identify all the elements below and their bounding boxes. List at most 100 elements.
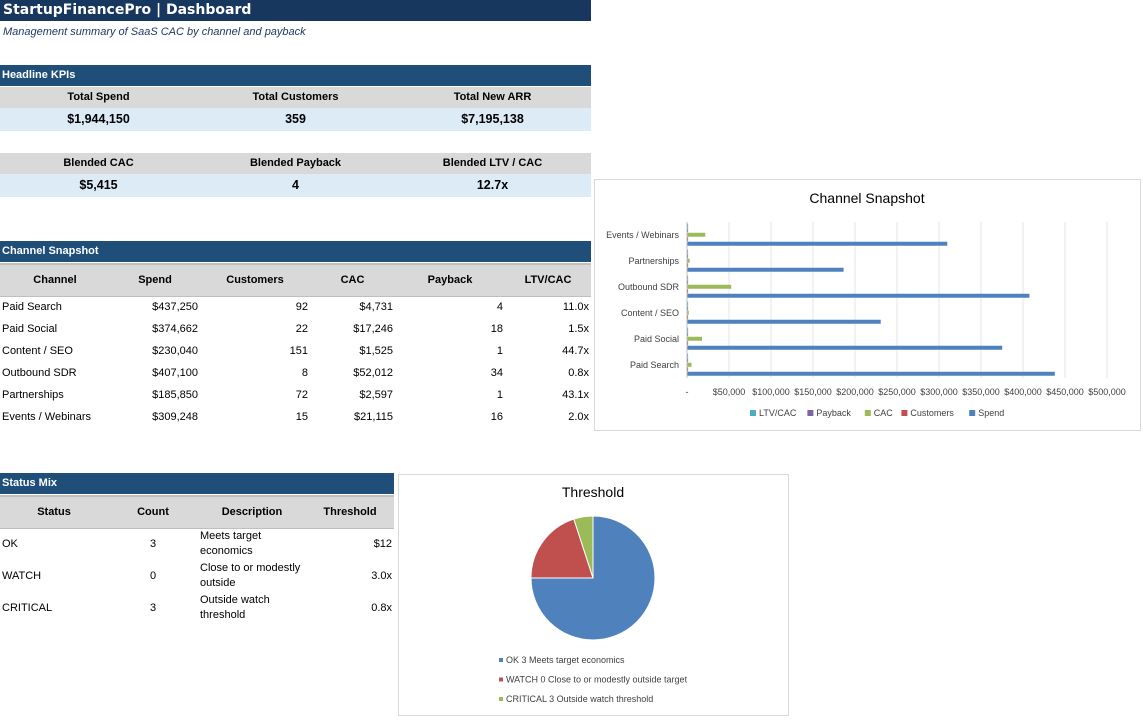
- col-header-status: Status: [0, 495, 108, 529]
- bar-spend: [687, 241, 948, 246]
- legend-label: OK 3 Meets target economics: [506, 655, 625, 665]
- table-row: WATCH 0 Close to or modestly outside 3.0…: [0, 560, 394, 592]
- bar-customers: [687, 341, 689, 346]
- status-table-header: Status Count Description Threshold: [0, 495, 394, 529]
- legend-swatch: [807, 410, 814, 416]
- cell-payback: 16: [490, 411, 503, 423]
- category-label: Paid Search: [630, 360, 679, 370]
- kpi-value-row: $1,944,150 359 $7,195,138: [0, 108, 591, 131]
- col-header-customers: Customers: [200, 263, 310, 297]
- x-tick-label: $400,000: [1004, 387, 1042, 397]
- kpi-label-blended-cac: Blended CAC: [63, 157, 134, 169]
- cell-cac: $52,012: [353, 367, 393, 379]
- table-row: Paid Social $374,662 22 $17,246 18 1.5x: [0, 318, 591, 340]
- cell-count: 3: [149, 602, 157, 614]
- category-label: Outbound SDR: [618, 282, 680, 292]
- kpi-label-total-new-arr: Total New ARR: [453, 91, 532, 103]
- channel-table-header: Channel Spend Customers CAC Payback LTV/…: [0, 263, 591, 297]
- legend-swatch: [864, 410, 871, 416]
- col-header-cac: CAC: [310, 263, 395, 297]
- x-tick-label: $100,000: [752, 387, 790, 397]
- bar-ltv-cac: [687, 249, 689, 254]
- channel-table: Channel Spend Customers CAC Payback LTV/…: [0, 263, 591, 428]
- col-header-ltv-cac: LTV/CAC: [505, 263, 591, 297]
- bar-ltv-cac: [687, 353, 689, 358]
- table-row: Paid Search $437,250 92 $4,731 4 11.0x: [0, 296, 591, 318]
- bar-spend: [687, 293, 1030, 298]
- bar-payback: [687, 332, 689, 337]
- bar-payback: [687, 280, 689, 285]
- cell-customers: 151: [289, 345, 308, 357]
- cell-description: Meets target economics: [200, 530, 262, 558]
- bar-cac: [687, 258, 690, 263]
- bar-cac: [687, 284, 732, 289]
- legend-label: CAC: [874, 408, 894, 418]
- x-tick-label: $200,000: [836, 387, 874, 397]
- bar-payback: [687, 306, 689, 311]
- bar-ltv-cac: [687, 327, 689, 332]
- x-tick-label: $50,000: [713, 387, 746, 397]
- cell-cac: $17,246: [353, 323, 393, 335]
- x-tick-label: $450,000: [1046, 387, 1084, 397]
- cell-cac: $1,525: [359, 345, 393, 357]
- cell-cac: $4,731: [359, 301, 393, 314]
- table-row: Content / SEO $230,040 151 $1,525 1 44.7…: [0, 340, 591, 362]
- chart-title: Threshold: [562, 484, 624, 500]
- x-tick-label: $350,000: [962, 387, 1000, 397]
- kpi-value-blended-ltv-cac: 12.7x: [476, 178, 509, 192]
- x-tick-label: $500,000: [1088, 387, 1126, 397]
- dashboard-title: StartupFinancePro | Dashboard: [0, 0, 591, 21]
- cell-channel: Content / SEO: [2, 345, 73, 357]
- category-label: Events / Webinars: [606, 230, 679, 240]
- legend-swatch: [499, 677, 503, 682]
- cell-cac: $2,597: [359, 389, 393, 401]
- cell-channel: Paid Search: [2, 301, 62, 314]
- bar-customers: [687, 289, 689, 294]
- cell-channel: Events / Webinars: [2, 411, 92, 423]
- kpi-value-total-customers: 359: [285, 112, 306, 126]
- category-label: Content / SEO: [621, 308, 679, 318]
- channel-chart-frame[interactable]: Channel Snapshot - $50,000 $100,000 $150,000…: [594, 179, 1141, 431]
- cell-customers: 8: [301, 367, 308, 379]
- cell-cac: $21,115: [354, 411, 393, 423]
- kpi-value-row: $5,415 4 12.7x: [0, 174, 591, 197]
- bar-cac: [687, 362, 692, 367]
- status-section-header: Status Mix: [0, 473, 394, 494]
- threshold-pie-chart: Threshold OK 3 Meets target economics WATC…: [499, 484, 688, 704]
- kpi-block-1: Total Spend Total Customers Total New AR…: [0, 87, 591, 131]
- cell-channel: Paid Social: [2, 323, 58, 335]
- pie-slice: [573, 515, 594, 579]
- cell-description: Outside watch threshold: [200, 594, 270, 621]
- kpi-value-blended-cac: $5,415: [79, 178, 118, 192]
- status-table: Status Count Description Threshold OK 3 …: [0, 495, 394, 624]
- cell-payback: 34: [490, 367, 503, 379]
- kpi-section-header: Headline KPIs: [0, 65, 591, 86]
- cell-ltv-cac: 11.0x: [562, 301, 589, 314]
- cell-spend: $185,850: [152, 389, 198, 401]
- cell-threshold: 0.8x: [371, 602, 392, 614]
- cell-ltv-cac: 1.5x: [568, 323, 589, 335]
- cell-payback: 1: [496, 345, 503, 357]
- table-row: Outbound SDR $407,100 8 $52,012 34 0.8x: [0, 362, 591, 384]
- legend-label: WATCH 0 Close to or modestly outside tar…: [506, 675, 688, 685]
- kpi-label-row: Total Spend Total Customers Total New AR…: [0, 87, 591, 108]
- cell-spend: $374,662: [152, 323, 198, 335]
- threshold-chart-frame[interactable]: Threshold OK 3 Meets target economics WATC…: [398, 474, 789, 716]
- bar-cac: [687, 336, 702, 341]
- cell-ltv-cac: 0.8x: [568, 367, 589, 379]
- legend-swatch: [901, 410, 908, 416]
- cell-status: CRITICAL: [2, 602, 53, 614]
- kpi-value-total-new-arr: $7,195,138: [461, 112, 524, 126]
- cell-ltv-cac: 44.7x: [562, 345, 589, 357]
- cell-customers: 15: [295, 411, 308, 423]
- kpi-block-2: Blended CAC Blended Payback Blended LTV …: [0, 153, 591, 197]
- cell-threshold: 3.0x: [371, 570, 392, 582]
- bar-cac: [687, 232, 706, 237]
- legend-label: Payback: [816, 408, 851, 418]
- cell-ltv-cac: 43.1x: [562, 389, 589, 401]
- bar-customers: [687, 237, 689, 242]
- cell-customers: 92: [295, 301, 308, 314]
- category-label: Partnerships: [628, 256, 679, 266]
- cell-threshold: $12: [373, 538, 392, 551]
- cell-payback: 1: [496, 389, 503, 401]
